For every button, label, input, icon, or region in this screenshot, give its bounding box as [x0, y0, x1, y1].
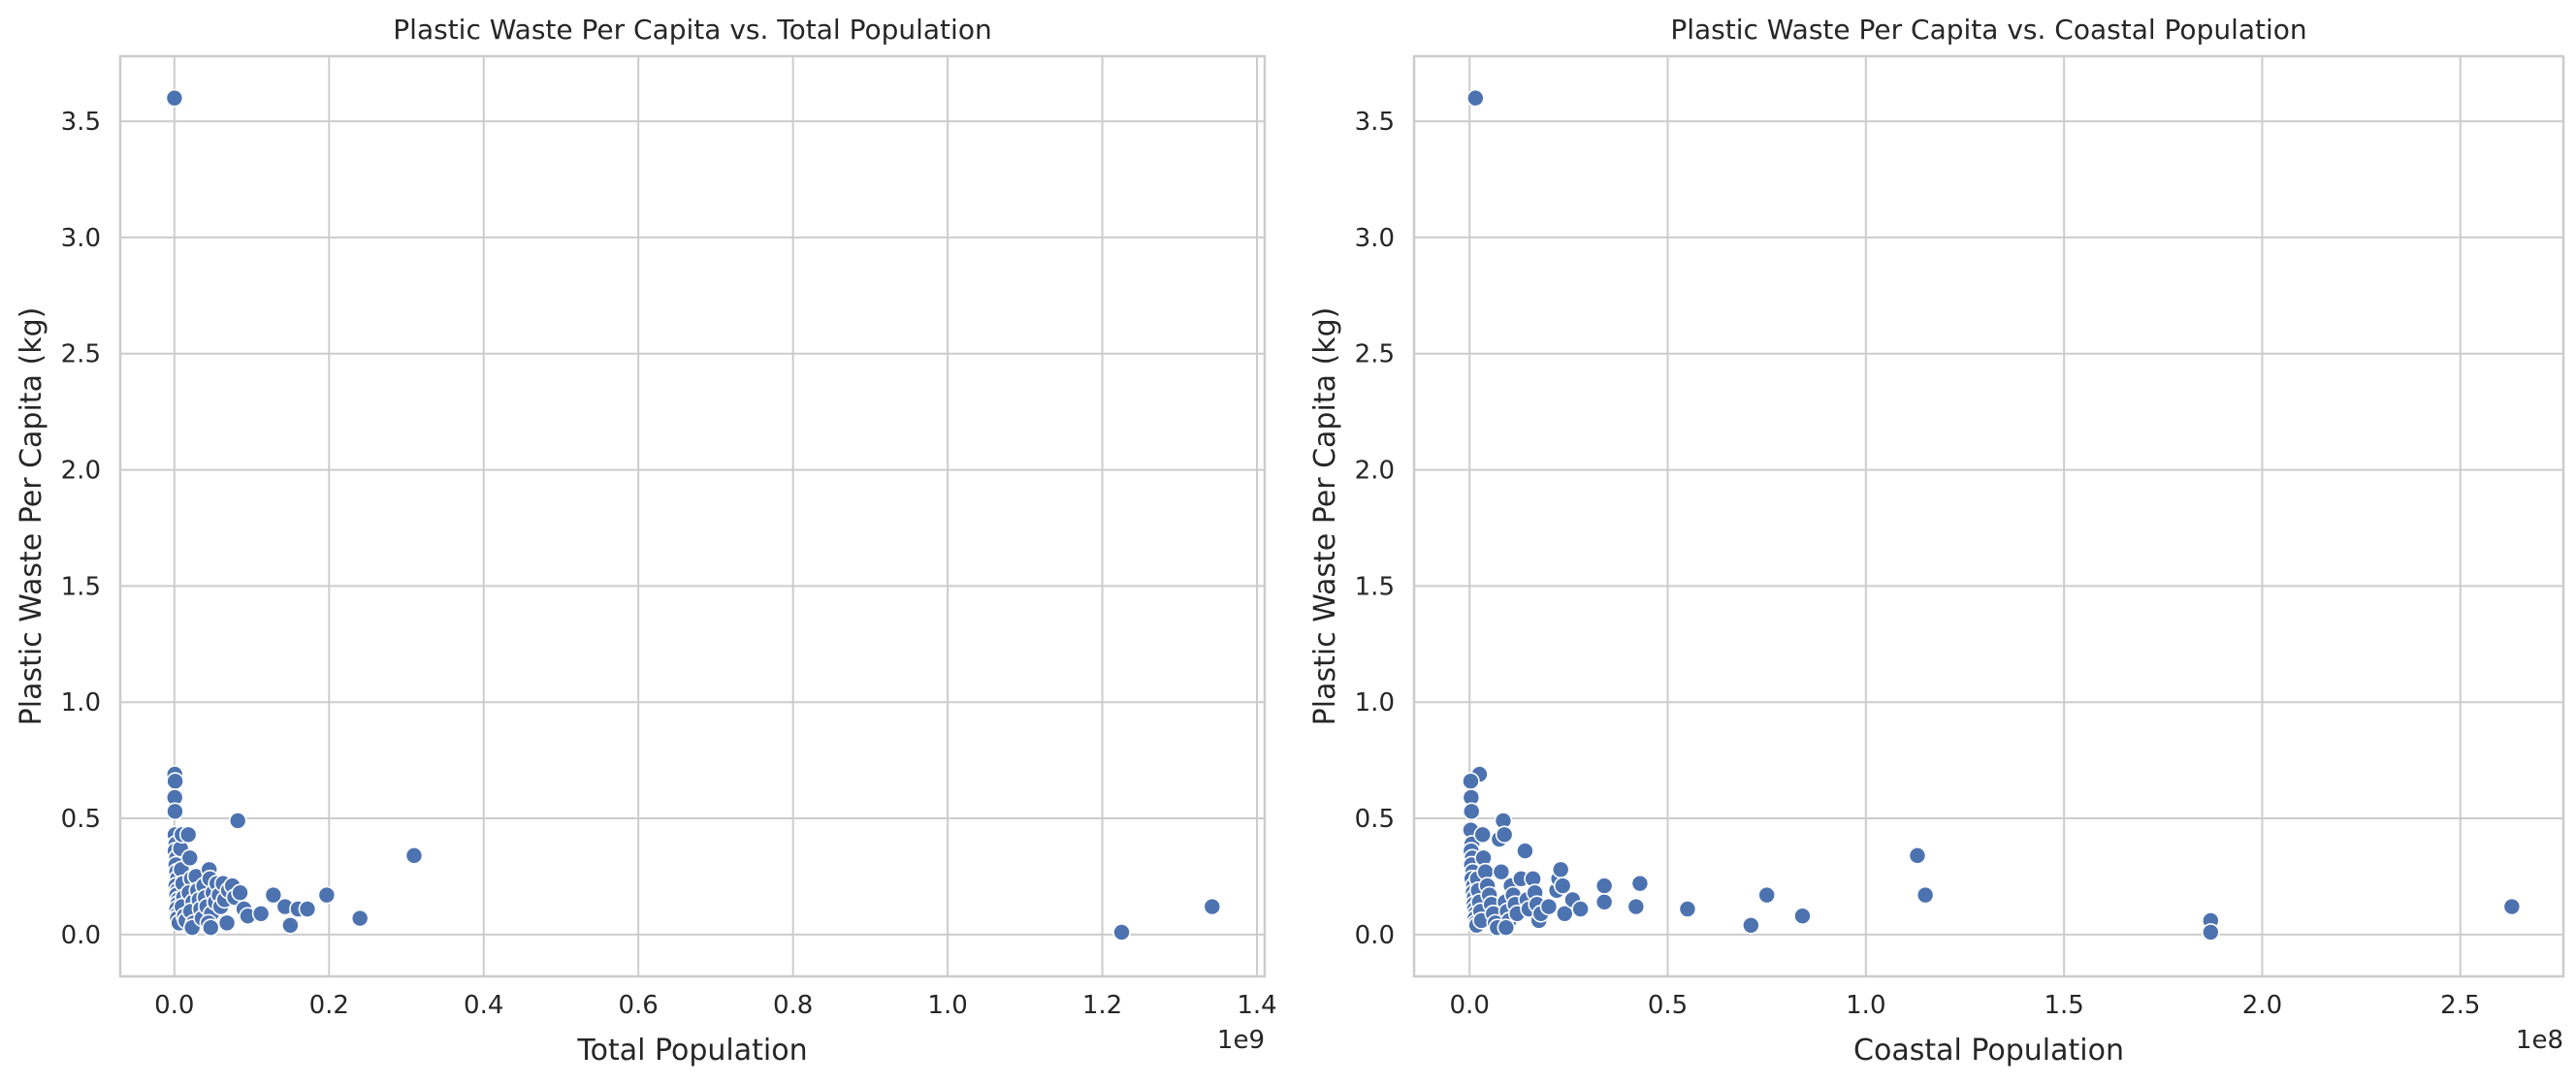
- x-tick-label: 0.5: [1648, 991, 1688, 1020]
- x-tick-label: 1.4: [1237, 991, 1276, 1020]
- data-point: [1497, 918, 1516, 937]
- data-point: [264, 885, 283, 905]
- y-tick-label: 2.5: [1355, 340, 1395, 369]
- data-point: [231, 883, 249, 903]
- scatter-panel-coastal-population: 0.0 0.5 1.0 1.5 2.0 2.5 0.0 0.5 1.0 1.5 2.0 2.5 3.0 3…: [1308, 14, 2565, 1068]
- y-tick-label: 1.5: [61, 572, 101, 601]
- y-tick-label: 2.0: [1355, 457, 1395, 486]
- data-point: [1466, 88, 1485, 108]
- scatter-panel-total-population: 0.0 0.2 0.4 0.6 0.8 1.0 1.2 1.4 0.0 0.5 1.0 1.5 2.0 2…: [15, 14, 1277, 1068]
- y-axis-label: Plastic Waste Per Capita (kg): [15, 307, 48, 726]
- x-tick-label: 0.0: [1450, 991, 1490, 1020]
- data-point: [1553, 877, 1572, 895]
- data-point: [251, 904, 271, 923]
- x-axis-label: Total Population: [576, 1034, 807, 1068]
- data-point: [1793, 907, 1812, 925]
- y-axis-label: Plastic Waste Per Capita (kg): [1308, 307, 1342, 726]
- data-point: [1495, 825, 1514, 845]
- data-point: [2502, 897, 2522, 916]
- y-tick-label: 2.5: [61, 340, 101, 369]
- data-point: [165, 88, 184, 108]
- data-point: [1594, 877, 1614, 895]
- x-tick-label: 0.6: [619, 991, 659, 1020]
- x-tick-label: 1.0: [1846, 991, 1885, 1020]
- x-tick-label: 0.0: [154, 991, 194, 1020]
- data-point: [1742, 915, 1760, 935]
- x-tick-label: 0.2: [309, 991, 349, 1020]
- data-point: [317, 885, 337, 905]
- x-tick-label: 0.4: [464, 991, 503, 1020]
- x-tick-label: 2.0: [2242, 991, 2282, 1020]
- y-tick-label: 0.5: [1355, 805, 1395, 834]
- y-tick-label: 1.5: [1355, 572, 1395, 601]
- data-point: [178, 825, 198, 845]
- x-tick-label: 2.5: [2440, 991, 2480, 1020]
- x-tick-label: 1.2: [1082, 991, 1122, 1020]
- data-point: [1516, 842, 1534, 860]
- data-point: [166, 802, 184, 821]
- data-point: [1594, 893, 1614, 911]
- data-point: [1630, 874, 1650, 893]
- data-point: [1678, 900, 1697, 918]
- x-tick-label: 0.8: [773, 991, 813, 1020]
- data-point: [1462, 802, 1481, 821]
- data-point: [404, 846, 424, 865]
- data-point: [1757, 885, 1776, 905]
- data-point: [1112, 923, 1131, 941]
- data-point: [1626, 897, 1646, 916]
- plot-frame: [1412, 54, 2565, 978]
- data-point: [1916, 885, 1935, 905]
- data-point: [1551, 860, 1570, 879]
- data-point: [180, 848, 200, 868]
- y-tick-label: 1.0: [61, 688, 101, 717]
- data-point: [1492, 862, 1511, 881]
- y-tick-label: 0.0: [61, 921, 101, 950]
- x-tick-label: 1.5: [2044, 991, 2083, 1020]
- y-tick-label: 0.0: [1355, 921, 1395, 950]
- data-point: [1462, 772, 1480, 790]
- x-axis-offset-label: 1e9: [1217, 1026, 1265, 1055]
- data-point: [350, 909, 370, 928]
- chart-title: Plastic Waste Per Capita vs. Total Popul…: [393, 14, 991, 46]
- x-tick-label: 1.0: [927, 991, 967, 1020]
- data-point: [166, 772, 184, 790]
- x-axis-offset-label: 1e8: [2516, 1026, 2563, 1055]
- data-point: [2202, 923, 2220, 941]
- y-tick-label: 3.0: [1355, 224, 1395, 253]
- y-tick-label: 2.0: [61, 457, 101, 486]
- x-axis-label: Coastal Population: [1853, 1034, 2124, 1068]
- y-tick-label: 3.0: [61, 224, 101, 253]
- data-point: [1571, 900, 1590, 918]
- data-point: [201, 918, 220, 937]
- plot-frame: [118, 54, 1267, 978]
- data-point: [1473, 825, 1492, 845]
- data-point: [281, 915, 300, 935]
- y-tick-label: 0.5: [61, 805, 101, 834]
- y-tick-label: 3.5: [1355, 108, 1395, 137]
- data-point: [228, 812, 247, 830]
- data-point: [298, 900, 317, 918]
- chart-title: Plastic Waste Per Capita vs. Coastal Pop…: [1670, 14, 2306, 46]
- y-tick-label: 1.0: [1355, 688, 1395, 717]
- y-tick-label: 3.5: [61, 108, 101, 137]
- data-point: [1908, 846, 1927, 865]
- data-point: [1203, 897, 1222, 916]
- data-point: [1539, 897, 1559, 916]
- data-point: [217, 913, 237, 933]
